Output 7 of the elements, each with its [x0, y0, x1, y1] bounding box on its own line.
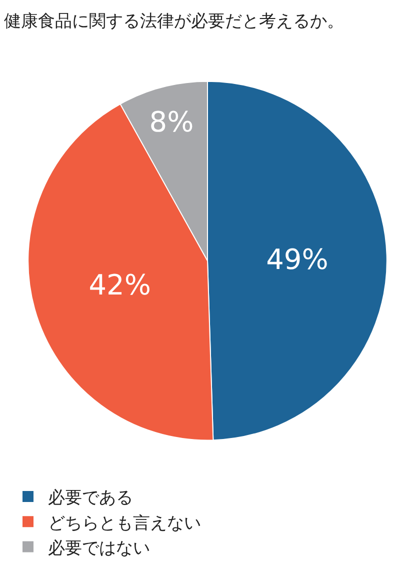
data-label: 49% [266, 242, 328, 276]
legend-label: 必要ではない [48, 538, 150, 558]
data-label: 8% [149, 106, 194, 139]
chart-title: 健康食品に関する法律が必要だと考えるか。 [4, 11, 344, 32]
data-label: 42% [88, 268, 151, 302]
legend-label: どちらとも言えない [48, 513, 201, 534]
legend-label: 必要である [48, 488, 133, 508]
